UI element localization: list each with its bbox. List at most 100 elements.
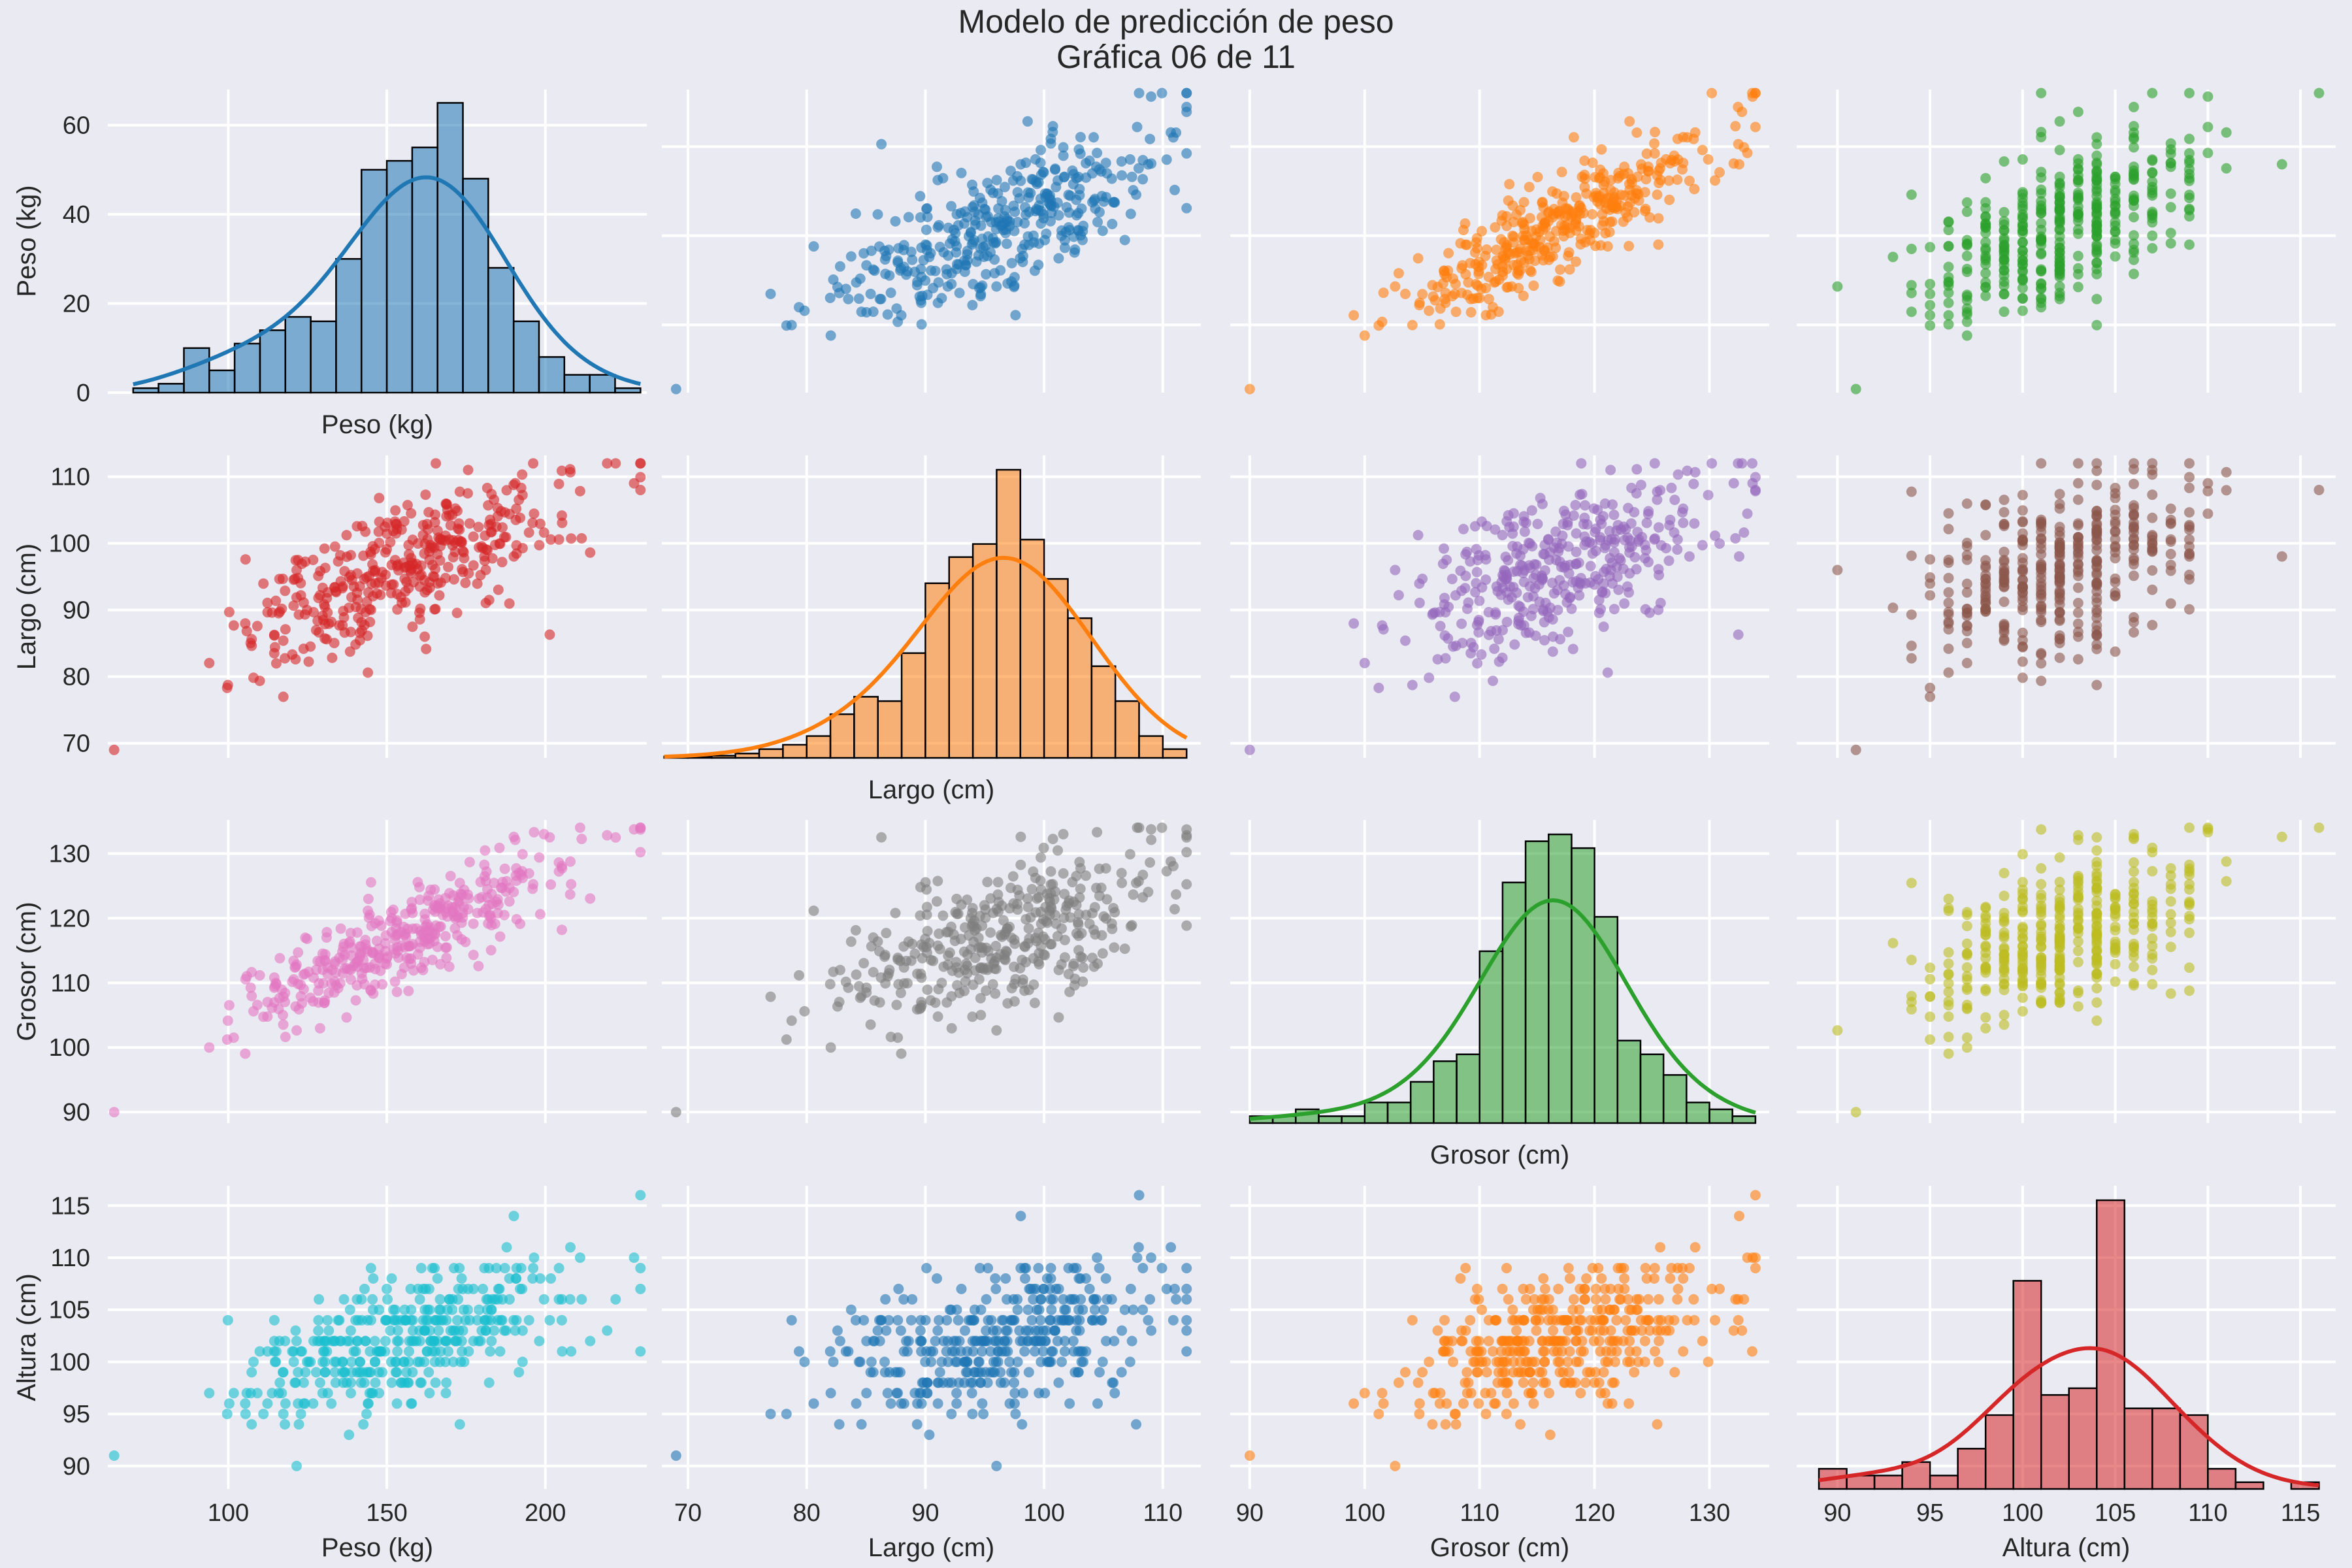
scatter-point bbox=[1156, 1263, 1168, 1273]
scatter-point bbox=[310, 1367, 321, 1378]
scatter-point bbox=[2129, 898, 2139, 909]
scatter-point bbox=[1906, 653, 1917, 664]
scatter-point bbox=[1007, 175, 1019, 186]
scatter-point bbox=[2017, 245, 2028, 256]
scatter-point bbox=[2165, 909, 2176, 920]
scatter-point bbox=[1494, 656, 1505, 667]
scatter-point bbox=[2072, 228, 2083, 239]
scatter-point bbox=[1091, 883, 1102, 894]
scatter-point bbox=[2036, 931, 2047, 942]
scatter-point bbox=[1015, 1211, 1026, 1222]
scatter-point bbox=[942, 1335, 953, 1347]
scatter-point bbox=[1666, 1263, 1677, 1273]
scatter-point bbox=[1015, 831, 1026, 842]
scatter-point bbox=[108, 744, 120, 755]
scatter-point bbox=[1527, 541, 1538, 552]
scatter-point bbox=[1400, 1367, 1411, 1378]
scatter-point bbox=[2110, 646, 2121, 657]
scatter-point bbox=[1906, 955, 1917, 966]
scatter-point bbox=[240, 1398, 251, 1409]
scatter-point bbox=[414, 881, 425, 892]
scatter-point bbox=[574, 1252, 585, 1263]
scatter-point bbox=[906, 1315, 917, 1326]
scatter-point bbox=[423, 507, 434, 517]
scatter-point bbox=[1528, 1398, 1539, 1409]
scatter-point bbox=[1146, 1325, 1157, 1336]
scatter-point bbox=[1012, 187, 1023, 198]
scatter-point bbox=[440, 1388, 451, 1399]
scatter-point bbox=[1053, 175, 1063, 186]
scatter-point bbox=[1626, 541, 1637, 552]
scatter-point bbox=[223, 1000, 235, 1011]
scatter-point bbox=[1690, 1242, 1701, 1253]
scatter-point bbox=[2036, 224, 2047, 235]
scatter-point bbox=[1980, 562, 1991, 573]
scatter-point bbox=[355, 627, 365, 638]
scatter-point bbox=[907, 1294, 918, 1305]
scatter-point bbox=[799, 305, 810, 316]
scatter-point bbox=[1961, 921, 1972, 932]
scatter-point bbox=[2129, 502, 2139, 514]
scatter-point bbox=[2091, 220, 2102, 231]
histogram-bar bbox=[996, 468, 1022, 759]
scatter-point bbox=[441, 1377, 452, 1388]
scatter-point bbox=[1650, 1346, 1661, 1357]
scatter-point bbox=[278, 1409, 289, 1420]
scatter-point bbox=[338, 1294, 350, 1305]
scatter-point bbox=[991, 174, 1002, 186]
scatter-point bbox=[1460, 269, 1471, 280]
scatter-point bbox=[991, 1460, 1002, 1471]
scatter-point bbox=[2202, 508, 2213, 519]
scatter-point bbox=[427, 1263, 438, 1273]
scatter-point bbox=[1588, 1335, 1599, 1347]
scatter-point bbox=[1906, 280, 1917, 291]
histogram-bar bbox=[2040, 1394, 2070, 1490]
scatter-point bbox=[2147, 584, 2158, 595]
scatter-point bbox=[1499, 1367, 1511, 1378]
y-tick-label: 110 bbox=[50, 1245, 90, 1272]
scatter-point bbox=[1124, 1356, 1135, 1367]
scatter-point bbox=[960, 922, 970, 933]
scatter-point bbox=[386, 1273, 397, 1284]
scatter-point bbox=[1553, 1283, 1564, 1294]
scatter-point bbox=[1029, 265, 1040, 276]
scatter-point bbox=[1058, 150, 1069, 161]
scatter-point bbox=[280, 624, 291, 635]
scatter-point bbox=[1906, 287, 1917, 299]
scatter-point bbox=[2091, 983, 2102, 994]
histogram-bar bbox=[335, 258, 363, 394]
scatter-point bbox=[799, 1005, 810, 1017]
scatter-point bbox=[995, 1377, 1006, 1388]
scatter-point bbox=[1925, 242, 1936, 253]
scatter-point bbox=[248, 1005, 259, 1017]
scatter-point bbox=[1058, 913, 1070, 923]
scatter-point bbox=[269, 642, 280, 653]
scatter-point bbox=[1010, 310, 1021, 321]
scatter-point bbox=[2091, 679, 2102, 691]
scatter-point bbox=[288, 1346, 299, 1357]
scatter-point bbox=[825, 330, 836, 341]
scatter-point bbox=[1980, 940, 1991, 951]
scatter-point bbox=[1925, 1034, 1936, 1045]
scatter-point bbox=[1098, 911, 1109, 922]
scatter-point bbox=[1480, 574, 1492, 585]
scatter-point bbox=[495, 931, 506, 942]
scatter-point bbox=[1635, 1315, 1646, 1326]
scatter-point bbox=[499, 863, 510, 874]
scatter-point bbox=[1034, 948, 1045, 959]
scatter-point bbox=[1036, 852, 1046, 863]
scatter-point bbox=[527, 1273, 538, 1284]
scatter-point bbox=[879, 245, 890, 256]
scatter-point bbox=[288, 974, 299, 985]
scatter-point bbox=[1100, 1273, 1111, 1284]
scatter-point bbox=[991, 1025, 1002, 1036]
scatter-point bbox=[1516, 1367, 1527, 1378]
scatter-point bbox=[1073, 1367, 1084, 1378]
scatter-point bbox=[602, 1325, 613, 1336]
scatter-point bbox=[2091, 946, 2102, 956]
scatter-point bbox=[853, 293, 864, 304]
scatter-point bbox=[448, 1263, 459, 1273]
scatter-point bbox=[2054, 256, 2065, 267]
x-axis-label: Largo (cm) bbox=[868, 1533, 994, 1562]
